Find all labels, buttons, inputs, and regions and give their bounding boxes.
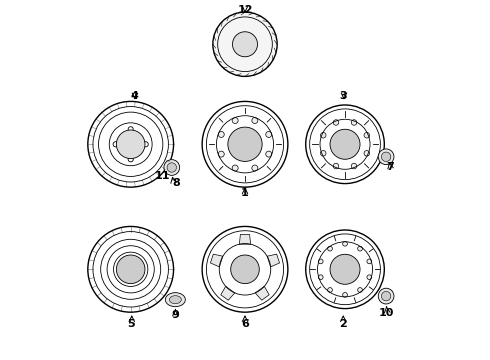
Circle shape	[328, 288, 332, 292]
Circle shape	[328, 246, 332, 251]
Circle shape	[358, 288, 363, 292]
Polygon shape	[221, 286, 235, 300]
Circle shape	[381, 152, 391, 162]
Text: 1: 1	[241, 188, 249, 198]
Circle shape	[128, 127, 133, 132]
Circle shape	[128, 157, 133, 162]
Text: 2: 2	[340, 319, 347, 329]
Circle shape	[231, 255, 259, 284]
Polygon shape	[267, 254, 280, 267]
Circle shape	[117, 255, 145, 284]
Circle shape	[218, 151, 224, 157]
Circle shape	[266, 151, 272, 157]
Circle shape	[330, 129, 360, 159]
Polygon shape	[240, 234, 250, 244]
Text: 4: 4	[130, 91, 138, 101]
Circle shape	[117, 130, 145, 158]
Text: 12: 12	[237, 5, 253, 15]
Polygon shape	[210, 254, 223, 267]
Circle shape	[364, 132, 369, 138]
Circle shape	[252, 117, 258, 123]
Circle shape	[330, 254, 360, 284]
Circle shape	[143, 142, 148, 147]
Circle shape	[213, 12, 277, 76]
Text: 10: 10	[378, 308, 394, 318]
Circle shape	[266, 131, 272, 138]
Ellipse shape	[165, 293, 185, 307]
Text: 5: 5	[127, 319, 134, 329]
Circle shape	[343, 242, 347, 246]
Circle shape	[364, 150, 369, 156]
Ellipse shape	[170, 296, 181, 304]
Circle shape	[378, 288, 394, 304]
Circle shape	[164, 159, 180, 175]
Text: 8: 8	[172, 178, 180, 188]
Circle shape	[358, 246, 363, 251]
Circle shape	[167, 163, 176, 172]
Circle shape	[343, 292, 347, 297]
Circle shape	[252, 165, 258, 171]
Circle shape	[113, 142, 118, 147]
Circle shape	[367, 259, 372, 264]
Text: 9: 9	[172, 310, 179, 320]
Circle shape	[378, 149, 394, 165]
Text: 11: 11	[154, 171, 170, 181]
Circle shape	[381, 291, 391, 301]
Text: 7: 7	[386, 162, 393, 172]
Text: 6: 6	[241, 319, 249, 329]
Circle shape	[232, 117, 238, 123]
Circle shape	[351, 120, 357, 125]
Circle shape	[232, 165, 238, 171]
Circle shape	[320, 132, 326, 138]
Circle shape	[351, 163, 357, 169]
Circle shape	[318, 259, 323, 264]
Circle shape	[218, 131, 224, 138]
Circle shape	[232, 32, 258, 57]
Circle shape	[333, 163, 339, 169]
Polygon shape	[255, 286, 269, 300]
Circle shape	[320, 150, 326, 156]
Circle shape	[228, 127, 262, 161]
Text: 3: 3	[340, 91, 347, 101]
Circle shape	[318, 275, 323, 280]
Circle shape	[367, 275, 372, 280]
Circle shape	[333, 120, 339, 125]
